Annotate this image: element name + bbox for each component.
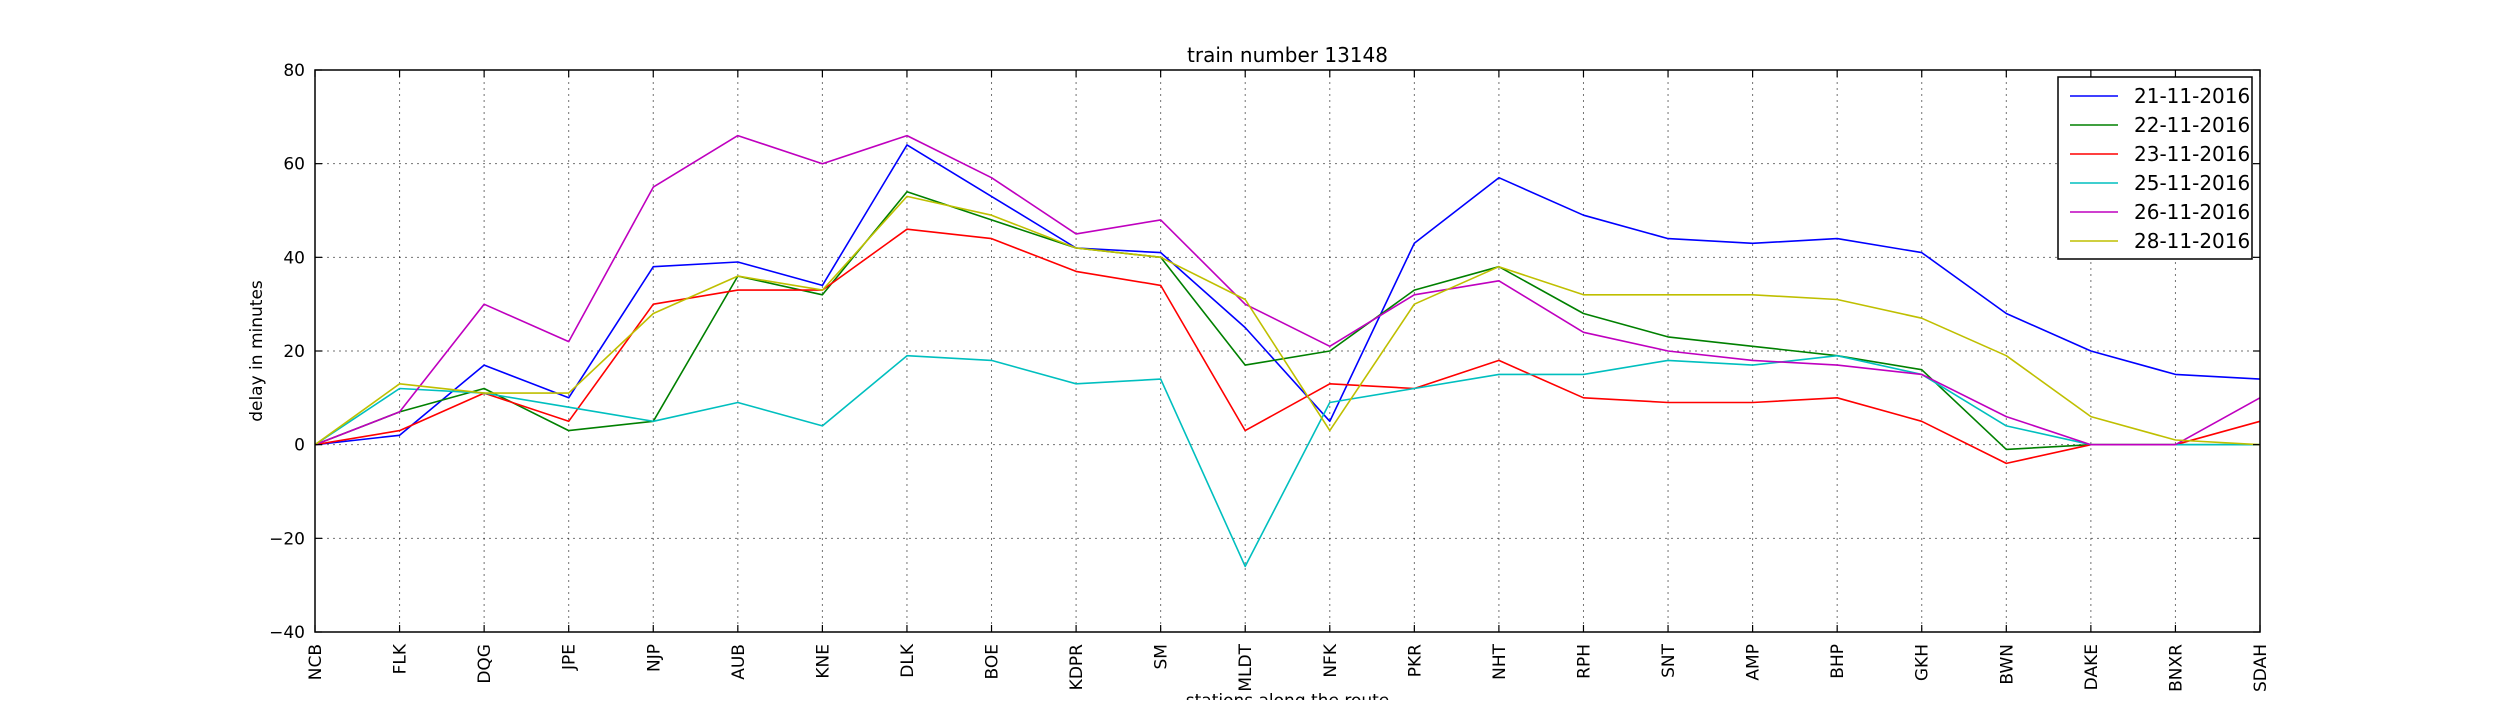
- legend-label-28-11-2016: 28-11-2016: [2134, 229, 2250, 253]
- x-tick-label: DQG: [475, 644, 495, 684]
- x-tick-label: PKR: [1405, 644, 1425, 677]
- y-tick-label: −40: [269, 623, 305, 643]
- x-tick-label: DAKE: [2082, 644, 2102, 690]
- series-line-25-11-2016: [314, 354, 2260, 568]
- x-tick-label: MLDT: [1236, 643, 1256, 691]
- series-line-23-11-2016: [314, 228, 2261, 465]
- y-tick-label: 40: [283, 248, 305, 268]
- x-tick-label: AMP: [1744, 644, 1764, 681]
- y-tick-label: 20: [283, 342, 305, 362]
- grid: [315, 70, 2260, 632]
- x-tick-label: NJP: [644, 644, 664, 672]
- x-tick-label: NCB: [306, 644, 326, 680]
- x-tick-label: KDPR: [1067, 644, 1087, 690]
- x-axis-label: stations along the route: [1186, 691, 1390, 700]
- series-line-26-11-2016: [314, 134, 2261, 446]
- x-tick-label: RPH: [1574, 644, 1594, 679]
- x-tick-label: JPE: [560, 644, 580, 671]
- x-tick-label: DLK: [898, 643, 918, 678]
- series-lines: [314, 134, 2261, 568]
- y-tick-label: −20: [269, 529, 305, 549]
- x-tick-label: FLK: [391, 643, 411, 674]
- legend-label-23-11-2016: 23-11-2016: [2134, 142, 2250, 166]
- legend-entries: 21-11-2016 22-11-2016 23-11-2016 25-11-2016…: [2070, 84, 2250, 253]
- x-tick-label: BHP: [1828, 644, 1848, 679]
- legend-label-26-11-2016: 26-11-2016: [2134, 200, 2250, 224]
- x-tick-label: SNT: [1659, 643, 1679, 678]
- series-line-21-11-2016: [314, 144, 2261, 446]
- y-tick-label: 60: [283, 155, 305, 175]
- x-tick-label: NHT: [1490, 643, 1510, 680]
- x-tick-label: BWN: [1997, 644, 2017, 685]
- x-tick-label: NFK: [1321, 643, 1341, 677]
- y-axis-label: delay in minutes: [247, 280, 267, 422]
- x-tick-label: KNE: [813, 644, 833, 679]
- y-tick-label: 80: [283, 61, 305, 81]
- legend: 21-11-2016 22-11-2016 23-11-2016 25-11-2016…: [2057, 76, 2253, 260]
- legend-label-22-11-2016: 22-11-2016: [2134, 113, 2250, 137]
- x-tick-label: BNXR: [2166, 644, 2186, 692]
- legend-label-25-11-2016: 25-11-2016: [2134, 171, 2250, 195]
- y-axis-ticks: 80 60 40 20 0 −20 −40: [269, 61, 2260, 643]
- legend-box: [2057, 76, 2253, 260]
- y-tick-label: 0: [294, 436, 305, 456]
- legend-label-21-11-2016: 21-11-2016: [2134, 84, 2250, 108]
- x-tick-label: SDAH: [2251, 644, 2271, 692]
- x-tick-label: AUB: [729, 644, 749, 680]
- chart-title: train number 13148: [1187, 43, 1388, 67]
- series-line-28-11-2016: [314, 195, 2261, 446]
- series-line-22-11-2016: [314, 191, 2260, 451]
- x-tick-label: BOE: [983, 644, 1003, 680]
- x-axis-ticks: NCB FLK DQG JPE NJP AUB KNE DLK BOE KDPR SM MLDT NFK…: [306, 70, 2271, 692]
- x-tick-label: SM: [1152, 644, 1172, 669]
- x-tick-label: GKH: [1913, 644, 1933, 681]
